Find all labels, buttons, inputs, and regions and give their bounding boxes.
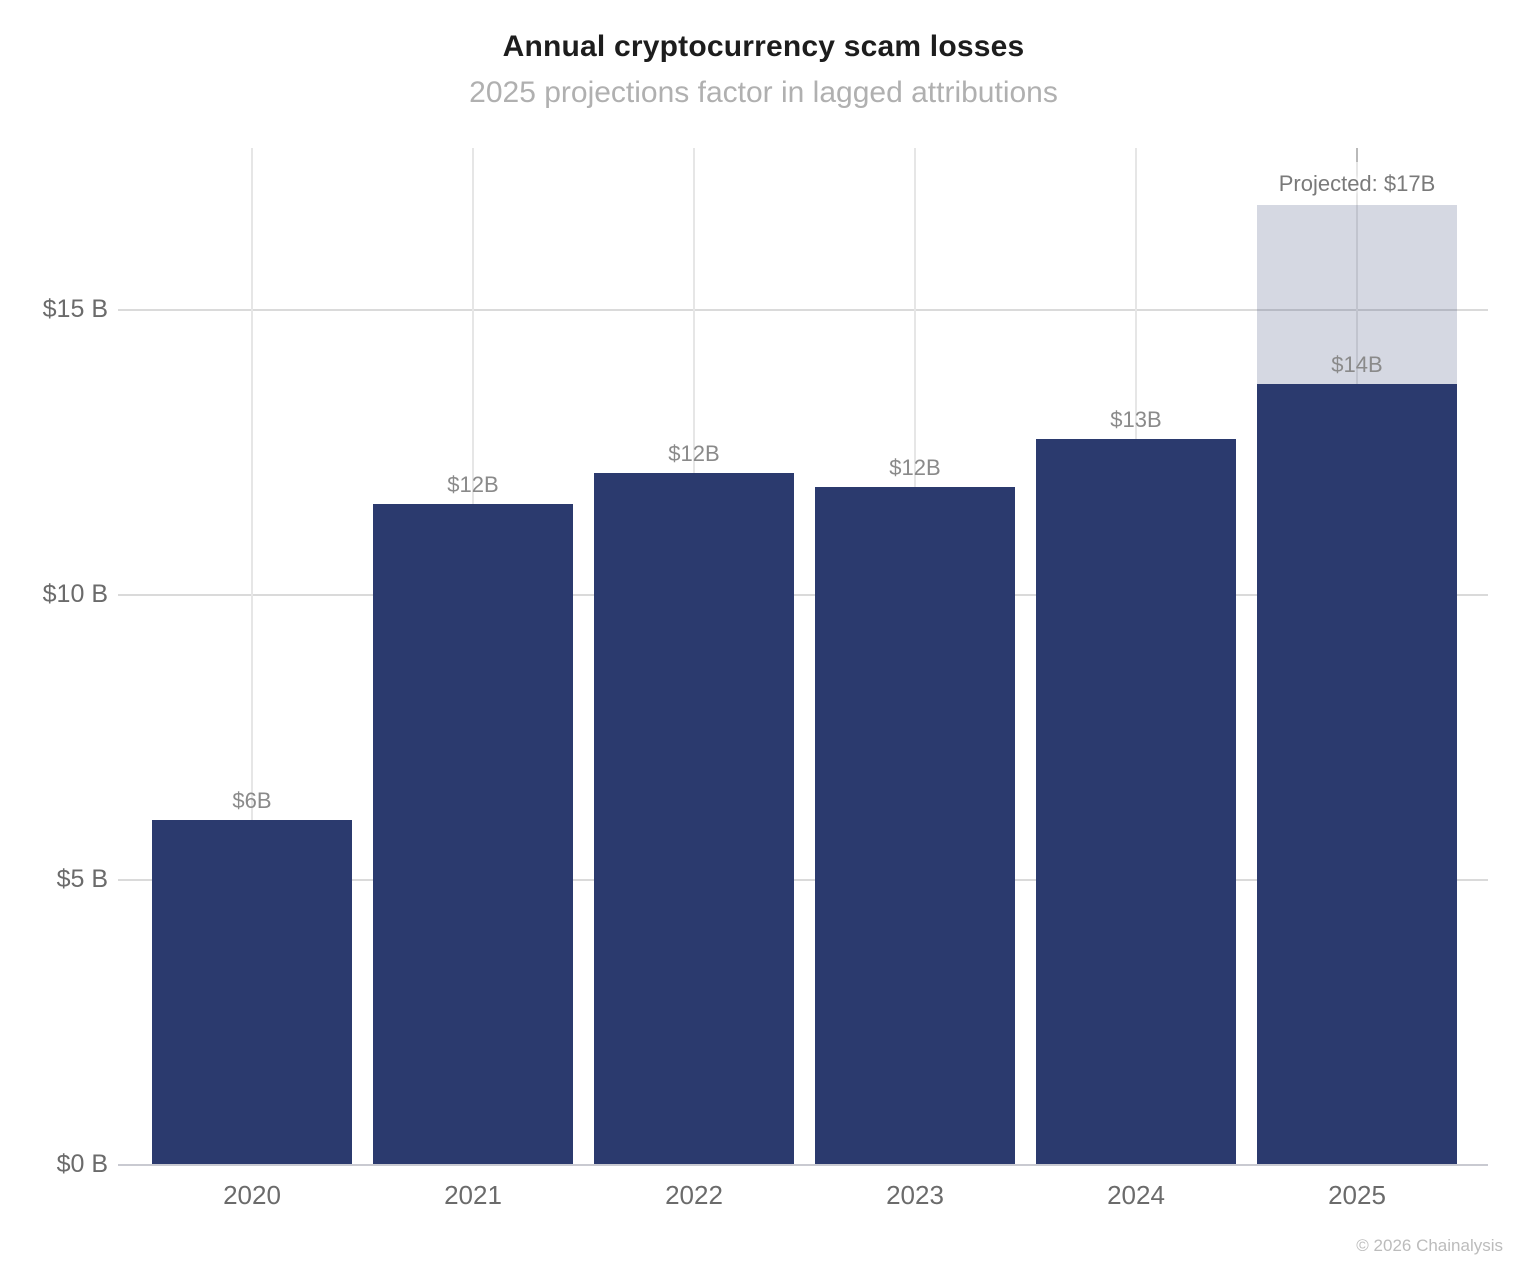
bar-2020 bbox=[152, 820, 352, 1165]
bar-2023 bbox=[815, 487, 1015, 1165]
x-axis-tick-label: 2022 bbox=[665, 1180, 723, 1210]
projected-annotation: Projected: $17B bbox=[1278, 170, 1436, 196]
y-gridline bbox=[118, 309, 1488, 312]
bar-2021 bbox=[373, 504, 573, 1165]
x-axis-tick-label: 2025 bbox=[1328, 1180, 1386, 1210]
x-axis-tick-label: 2020 bbox=[223, 1180, 281, 1210]
bar-value-label: $12B bbox=[447, 472, 499, 498]
y-axis-tick-label: $15 B bbox=[42, 295, 108, 324]
y-gridline bbox=[118, 879, 1488, 882]
x-gridline bbox=[251, 148, 253, 1165]
x-axis-tick-label: 2021 bbox=[444, 1180, 502, 1210]
bar-value-label: $12B bbox=[668, 440, 720, 466]
projected-column-tick bbox=[1356, 148, 1358, 162]
copyright-text: © 2026 Chainalysis bbox=[1356, 1236, 1503, 1255]
chart-title: Annual cryptocurrency scam losses bbox=[502, 30, 1025, 63]
projected-bar-segment bbox=[1257, 204, 1457, 385]
x-axis-tick-label: 2024 bbox=[1107, 1180, 1165, 1210]
bar-value-label: $14B bbox=[1331, 352, 1383, 378]
bar-value-label: $12B bbox=[889, 455, 941, 480]
y-gridline bbox=[118, 1164, 1488, 1166]
y-axis-tick-label: $10 B bbox=[42, 580, 108, 609]
bar-value-label: $6B bbox=[232, 788, 272, 814]
bar-2025 bbox=[1257, 384, 1457, 1165]
y-axis-tick-label: $5 B bbox=[56, 865, 108, 894]
y-gridline bbox=[118, 594, 1488, 597]
x-axis-tick-label: 2023 bbox=[886, 1180, 944, 1210]
bar-2024 bbox=[1036, 438, 1236, 1165]
y-axis-tick-label: $0 B bbox=[56, 1150, 108, 1178]
bar-2022 bbox=[594, 472, 794, 1165]
bar-value-label: $13B bbox=[1110, 406, 1162, 432]
chart-subtitle: 2025 projections factor in lagged attrib… bbox=[469, 76, 1058, 109]
